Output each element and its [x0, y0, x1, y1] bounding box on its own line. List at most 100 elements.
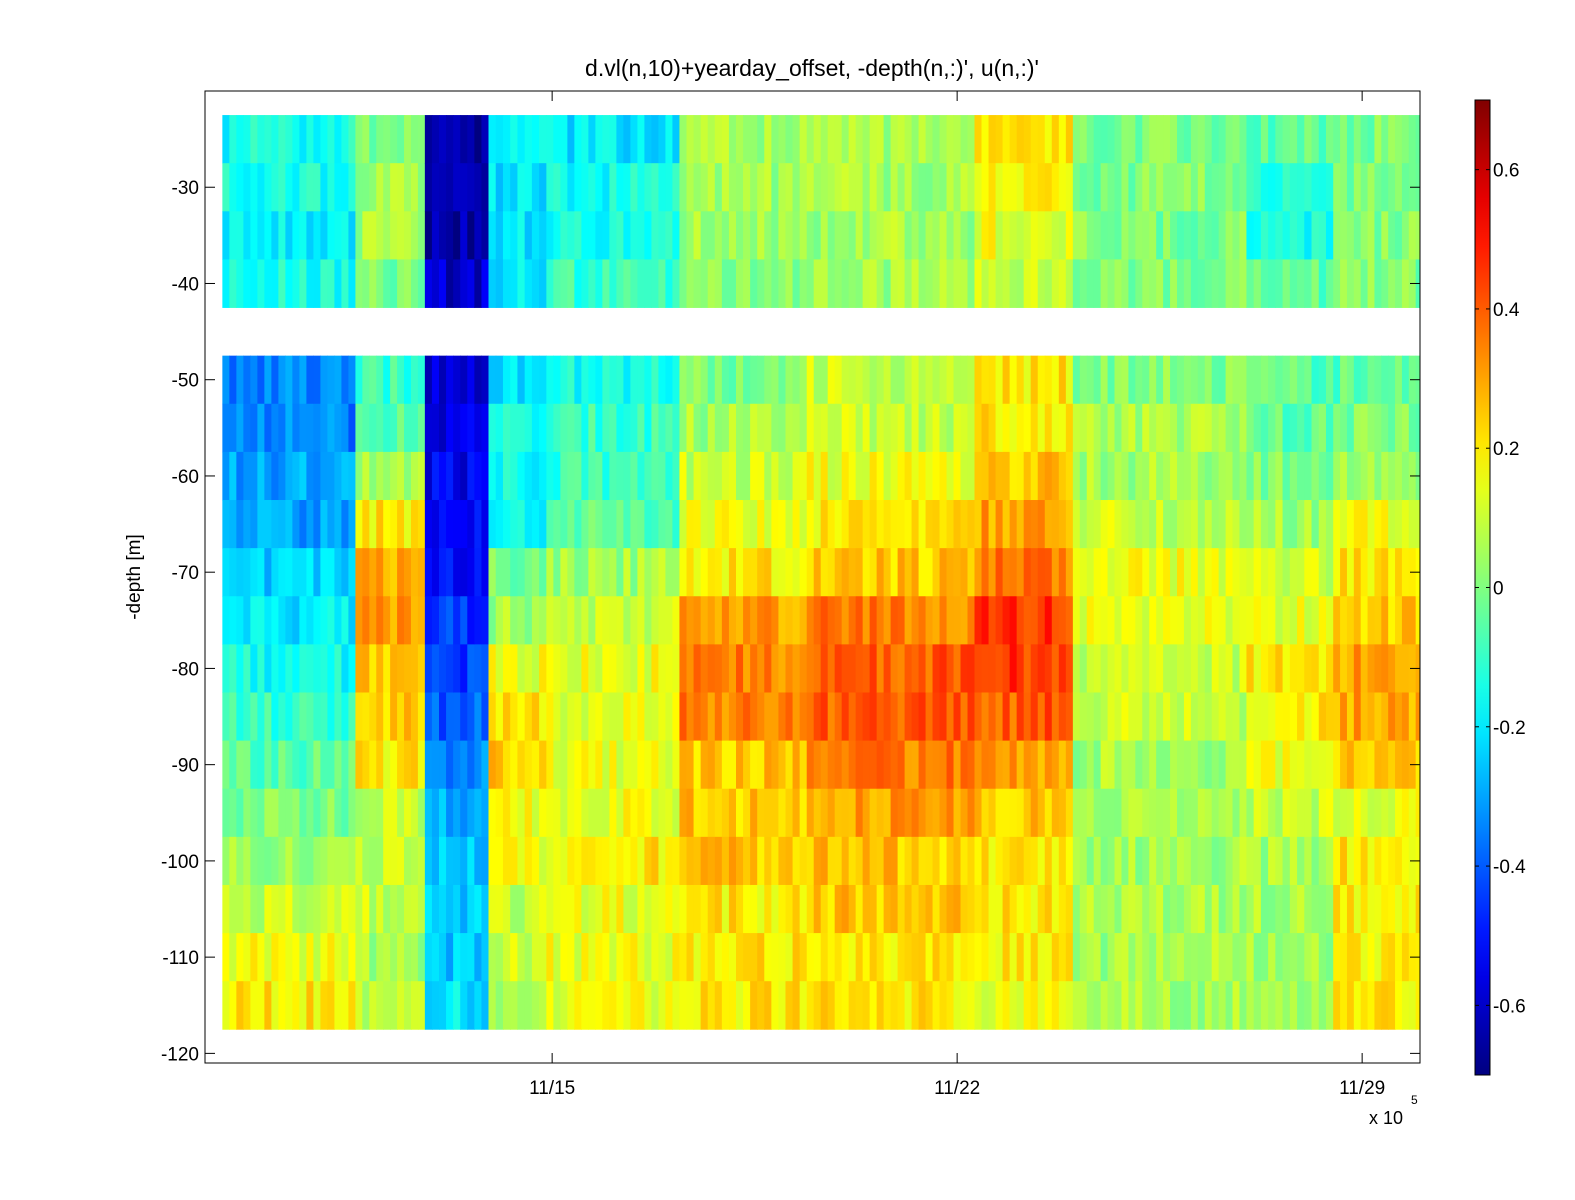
- heatmap-cell: [1311, 163, 1320, 212]
- heatmap-cell: [1311, 644, 1320, 693]
- heatmap-cell: [510, 692, 519, 742]
- heatmap-cell: [1204, 355, 1213, 405]
- heatmap-cell: [1232, 596, 1241, 645]
- heatmap-cell: [644, 884, 653, 934]
- heatmap-cell: [757, 163, 765, 212]
- heatmap-cell: [1275, 788, 1284, 838]
- heatmap-cell: [1163, 884, 1171, 934]
- heatmap-cell: [1190, 403, 1199, 453]
- heatmap-cell: [925, 259, 934, 308]
- heatmap-cell: [967, 788, 976, 838]
- heatmap-cell: [1156, 163, 1164, 212]
- heatmap-cell: [1177, 836, 1185, 886]
- heatmap-cell: [1218, 692, 1227, 742]
- heatmap-cell: [1079, 981, 1088, 1030]
- heatmap-cell: [672, 355, 681, 405]
- heatmap-cell: [1239, 403, 1248, 453]
- heatmap-cell: [1239, 211, 1248, 260]
- heatmap-cell: [474, 451, 483, 501]
- heatmap-cell: [848, 163, 857, 212]
- heatmap-cell: [453, 981, 461, 1030]
- heatmap-cell: [602, 451, 610, 501]
- heatmap-cell: [827, 403, 836, 453]
- heatmap-cell: [602, 981, 610, 1030]
- heatmap-cell: [1289, 500, 1298, 549]
- heatmap-cell: [1121, 836, 1129, 886]
- heatmap-cell: [1333, 981, 1341, 1030]
- heatmap-cell: [481, 740, 490, 790]
- heatmap-cell: [750, 836, 758, 886]
- y-tick-label: -70: [172, 563, 199, 584]
- heatmap-cell: [1260, 211, 1269, 260]
- y-tick-label: -80: [172, 659, 199, 680]
- heatmap-cell: [869, 740, 878, 790]
- heatmap-cell: [1325, 981, 1334, 1030]
- heatmap-cell: [553, 259, 561, 308]
- heatmap-cell: [820, 500, 829, 549]
- heatmap-cell: [1142, 451, 1150, 501]
- heatmap-cell: [1297, 500, 1305, 549]
- heatmap-cell: [778, 115, 787, 164]
- heatmap-cell: [876, 403, 885, 453]
- heatmap-cell: [1289, 596, 1298, 645]
- heatmap-cell: [728, 596, 737, 645]
- heatmap-cell: [567, 692, 575, 742]
- heatmap-cell: [299, 259, 307, 308]
- heatmap-cell: [1275, 259, 1284, 308]
- heatmap-cell: [1044, 981, 1053, 1030]
- heatmap-cell: [946, 740, 955, 790]
- heatmap-cell: [424, 163, 433, 212]
- heatmap-cell: [1374, 981, 1382, 1030]
- heatmap-cell: [700, 836, 709, 886]
- heatmap-cell: [623, 933, 631, 982]
- heatmap-cell: [417, 355, 426, 405]
- heatmap-cell: [686, 451, 695, 501]
- heatmap-cell: [1030, 355, 1039, 405]
- heatmap-cell: [1218, 836, 1227, 886]
- heatmap-cell: [1058, 259, 1067, 308]
- heatmap-cell: [306, 644, 314, 693]
- heatmap-cell: [1211, 500, 1220, 549]
- heatmap-cell: [1149, 163, 1157, 212]
- heatmap-cell: [1232, 788, 1241, 838]
- heatmap-cell: [1239, 451, 1248, 501]
- heatmap-cell: [1225, 403, 1234, 453]
- heatmap-cell: [1374, 259, 1382, 308]
- heatmap-cell: [981, 836, 990, 886]
- heatmap-cell: [1246, 692, 1255, 742]
- heatmap-cell: [390, 163, 398, 212]
- heatmap-cell: [1289, 163, 1298, 212]
- heatmap-cell: [299, 500, 307, 549]
- heatmap-cell: [707, 596, 716, 645]
- heatmap-cell: [271, 644, 279, 693]
- heatmap-cell: [1142, 884, 1150, 934]
- heatmap-cell: [616, 884, 624, 934]
- heatmap-cell: [362, 451, 370, 501]
- heatmap-cell: [946, 259, 955, 308]
- heatmap-cell: [813, 211, 822, 260]
- y-tick-label: -60: [172, 467, 199, 488]
- heatmap-cell: [341, 644, 350, 693]
- heatmap-cell: [327, 644, 336, 693]
- heatmap-cell: [1114, 692, 1123, 742]
- heatmap-cell: [1340, 548, 1348, 597]
- heatmap-cell: [1289, 836, 1298, 886]
- heatmap-cell: [264, 740, 272, 790]
- heatmap-cell: [390, 836, 398, 886]
- heatmap-cell: [1246, 596, 1255, 645]
- heatmap-cell: [439, 500, 447, 549]
- heatmap-cell: [460, 500, 468, 549]
- heatmap-cell: [658, 163, 667, 212]
- heatmap-cell: [236, 836, 244, 886]
- heatmap-cell: [1360, 788, 1369, 838]
- heatmap-cell: [495, 163, 504, 212]
- heatmap-cell: [1183, 788, 1192, 838]
- heatmap-cell: [967, 884, 976, 934]
- heatmap-cell: [243, 644, 251, 693]
- heatmap-cell: [588, 163, 596, 212]
- x-axis-exponent: x 10 5: [1369, 1093, 1418, 1128]
- heatmap-cell: [327, 211, 336, 260]
- heatmap-cell: [1415, 115, 1420, 164]
- heatmap-cell: [1100, 115, 1109, 164]
- heatmap-cell: [953, 884, 962, 934]
